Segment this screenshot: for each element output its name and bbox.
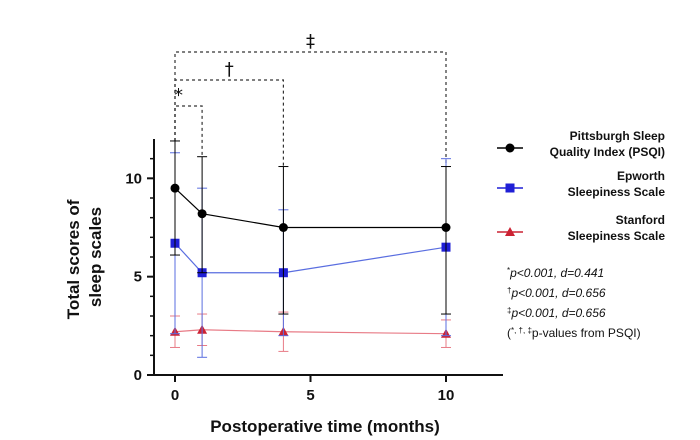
x-tick-label: 10	[438, 387, 455, 404]
data-point-circle	[441, 223, 451, 232]
legend-marker-circle	[505, 143, 515, 153]
legend-label-line-1: Stanford	[616, 213, 665, 227]
significance-brackets: * † ‡	[174, 31, 447, 167]
note-line-3: ‡p<0.001, d=0.656	[507, 306, 606, 321]
y-tick-label: 0	[134, 367, 142, 384]
y-axis-title-line-1: Total scores of	[64, 199, 83, 319]
legend-label-line-2: Sleepiness Scale	[568, 185, 666, 199]
footnote-text: p-values from PSQI)	[532, 326, 641, 340]
legend-label-line-1: Epworth	[617, 169, 665, 183]
series-2	[170, 311, 451, 352]
series-line	[174, 329, 447, 335]
series-line	[174, 242, 447, 274]
y-ticks: 0 5 10	[125, 157, 154, 384]
significance-bracket	[174, 51, 447, 167]
note-footnote: (*, †, ‡p-values from PSQI)	[507, 326, 641, 341]
p-value-notes: *p<0.001, d=0.441 †p<0.001, d=0.656 ‡p<0…	[507, 266, 641, 341]
note-line-2: †p<0.001, d=0.656	[507, 286, 606, 301]
series-line	[174, 187, 446, 229]
y-axis-title-line-2: sleep scales	[86, 207, 105, 307]
significance-symbol: *	[174, 85, 183, 106]
data-point-circle	[197, 209, 207, 219]
data-point-circle	[278, 223, 288, 232]
note-1-text: p<0.001, d=0.441	[509, 266, 604, 280]
legend-label: Epworth Sleepiness Scale	[568, 169, 666, 199]
significance-symbol: ‡	[306, 31, 315, 52]
footnote-open: (	[507, 326, 511, 340]
note-3-text: p<0.001, d=0.656	[510, 306, 605, 320]
legend-label: Stanford Sleepiness Scale	[568, 213, 666, 243]
legend-label-line-2: Sleepiness Scale	[568, 229, 666, 243]
x-tick-label: 5	[306, 387, 314, 404]
significance-bracket	[174, 79, 284, 167]
x-ticks: 0 5 10	[171, 375, 455, 404]
series-layer	[170, 140, 451, 358]
y-tick-label: 10	[125, 170, 142, 187]
legend-marker-triangle	[505, 227, 515, 236]
legend: Pittsburgh Sleep Quality Index (PSQI) Epwo…	[497, 129, 665, 243]
significance-bracket	[174, 105, 203, 157]
note-2-superscript: †	[507, 286, 511, 295]
data-point-circle	[170, 183, 180, 193]
axes	[153, 139, 503, 376]
legend-label: Pittsburgh Sleep Quality Index (PSQI)	[550, 129, 665, 159]
x-axis-title: Postoperative time (months)	[210, 417, 440, 436]
significance-symbol: †	[225, 59, 234, 80]
note-3-superscript: ‡	[507, 306, 511, 315]
note-line-1: *p<0.001, d=0.441	[507, 266, 604, 281]
legend-marker-square	[505, 183, 515, 193]
note-1-superscript: *	[507, 266, 510, 275]
series-0	[170, 140, 451, 315]
legend-label-line-2: Quality Index (PSQI)	[550, 145, 665, 159]
series-1	[170, 152, 451, 358]
y-axis-title: Total scores of sleep scales	[64, 195, 105, 319]
y-tick-label: 5	[134, 269, 142, 286]
note-2-text: p<0.001, d=0.656	[510, 286, 605, 300]
x-tick-label: 0	[171, 387, 179, 404]
legend-label-line-1: Pittsburgh Sleep	[570, 129, 665, 143]
footnote-superscript: *, †, ‡	[511, 326, 532, 335]
